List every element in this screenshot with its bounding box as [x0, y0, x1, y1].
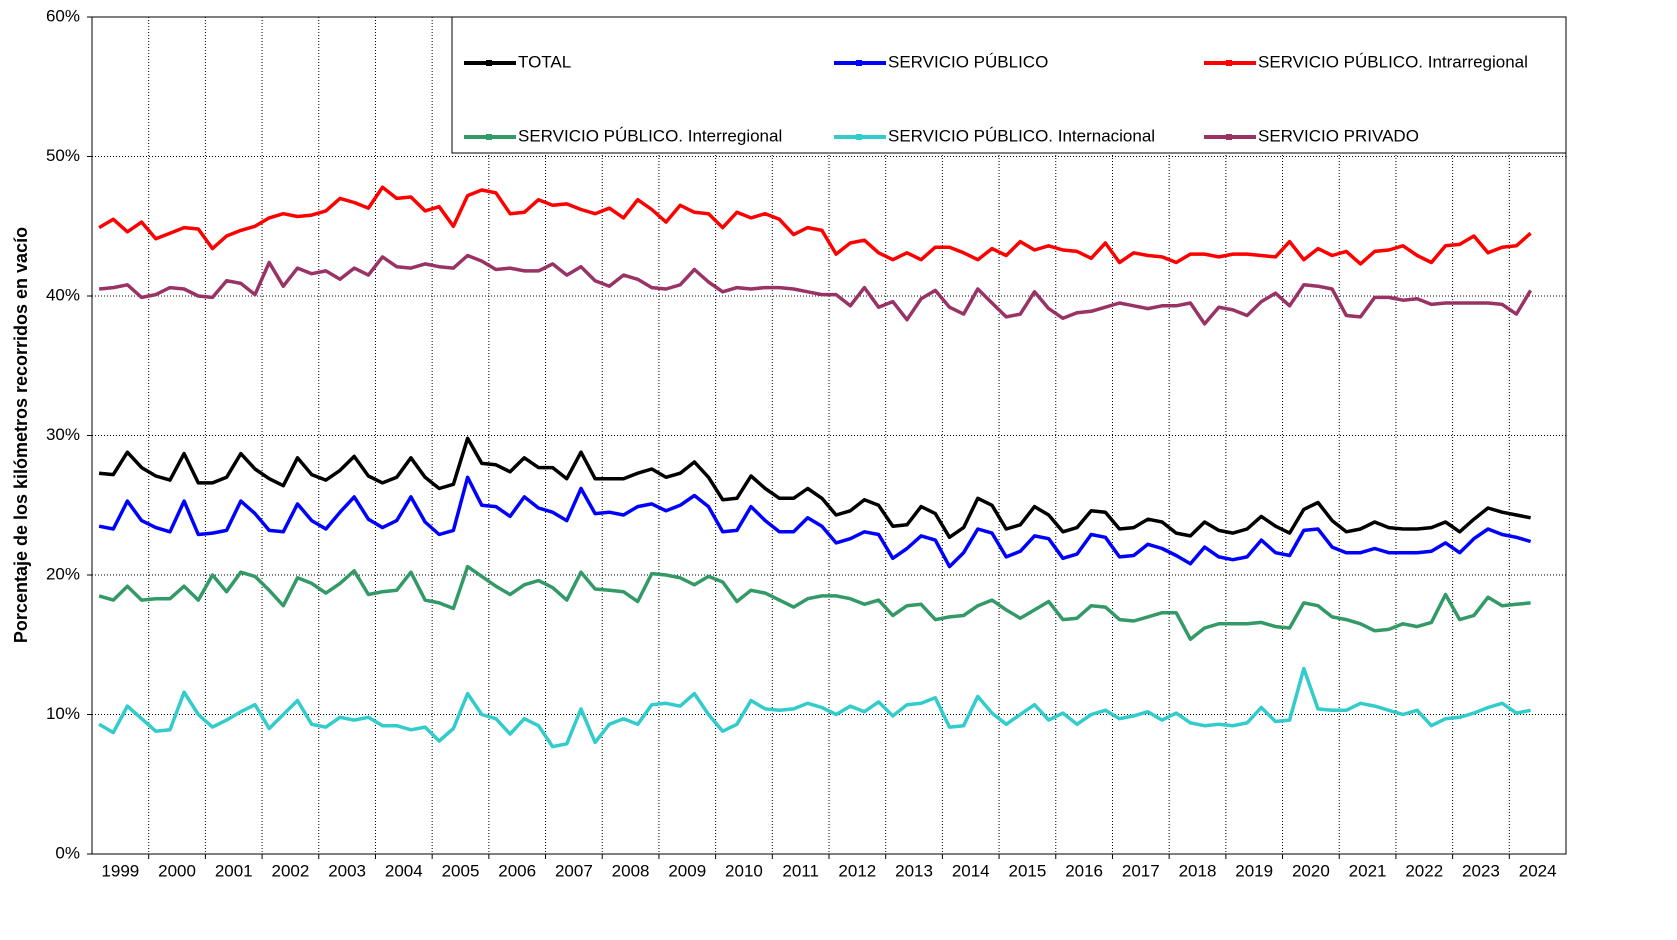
series-line — [98, 564, 1531, 641]
legend-marker — [1226, 134, 1232, 140]
x-tick-label: 2005 — [442, 861, 480, 880]
legend-marker — [856, 134, 862, 140]
x-tick-label: 2024 — [1519, 861, 1557, 880]
legend-box — [451, 16, 1567, 154]
legend-label: SERVICIO PRIVADO — [1258, 126, 1419, 145]
y-tick-label: 30% — [46, 425, 80, 444]
legend-label: SERVICIO PÚBLICO. Intrarregional — [1258, 52, 1528, 71]
x-tick-label: 2011 — [782, 861, 819, 880]
x-tick-label: 2020 — [1292, 861, 1330, 880]
x-tick-label: 2004 — [385, 861, 423, 880]
x-tick-label: 2003 — [328, 861, 366, 880]
y-tick-label: 20% — [46, 564, 80, 583]
y-axis-label: Porcentaje de los kilómetros recorridos … — [11, 227, 31, 643]
y-tick-label: 10% — [46, 704, 80, 723]
series-line — [98, 475, 1532, 569]
legend-marker — [486, 134, 492, 140]
x-tick-label: 2016 — [1065, 861, 1103, 880]
series-line — [98, 253, 1533, 326]
legend-label: SERVICIO PÚBLICO — [888, 52, 1048, 71]
x-tick-label: 2007 — [555, 861, 593, 880]
y-tick-label: 40% — [46, 285, 80, 304]
x-tick-label: 2022 — [1405, 861, 1443, 880]
y-tick-label: 0% — [55, 843, 80, 862]
series-line — [98, 185, 1532, 266]
x-tick-label: 2018 — [1179, 861, 1217, 880]
series-line — [98, 436, 1531, 540]
legend-label: SERVICIO PÚBLICO. Internacional — [888, 126, 1155, 145]
x-tick-label: 1999 — [101, 861, 139, 880]
x-tick-label: 2021 — [1349, 861, 1387, 880]
x-tick-label: 2006 — [498, 861, 536, 880]
x-tick-label: 2010 — [725, 861, 763, 880]
x-tick-label: 2001 — [215, 861, 253, 880]
x-tick-label: 2012 — [838, 861, 876, 880]
y-tick-label: 50% — [46, 146, 80, 165]
x-tick-label: 2008 — [612, 861, 650, 880]
x-tick-label: 2002 — [272, 861, 310, 880]
legend-marker — [486, 60, 492, 66]
x-tick-label: 2014 — [952, 861, 990, 880]
x-tick-label: 2023 — [1462, 861, 1500, 880]
y-tick-label: 60% — [46, 6, 80, 25]
x-tick-label: 2019 — [1235, 861, 1273, 880]
x-tick-label: 2009 — [668, 861, 706, 880]
x-tick-label: 2013 — [895, 861, 933, 880]
x-tick-label: 2000 — [158, 861, 196, 880]
legend-marker — [1226, 60, 1232, 66]
x-tick-label: 2017 — [1122, 861, 1160, 880]
x-tick-label: 2015 — [1009, 861, 1047, 880]
legend-label: SERVICIO PÚBLICO. Interregional — [518, 126, 782, 145]
series-line — [98, 666, 1531, 749]
legend-marker — [856, 60, 862, 66]
legend-label: TOTAL — [518, 52, 571, 71]
